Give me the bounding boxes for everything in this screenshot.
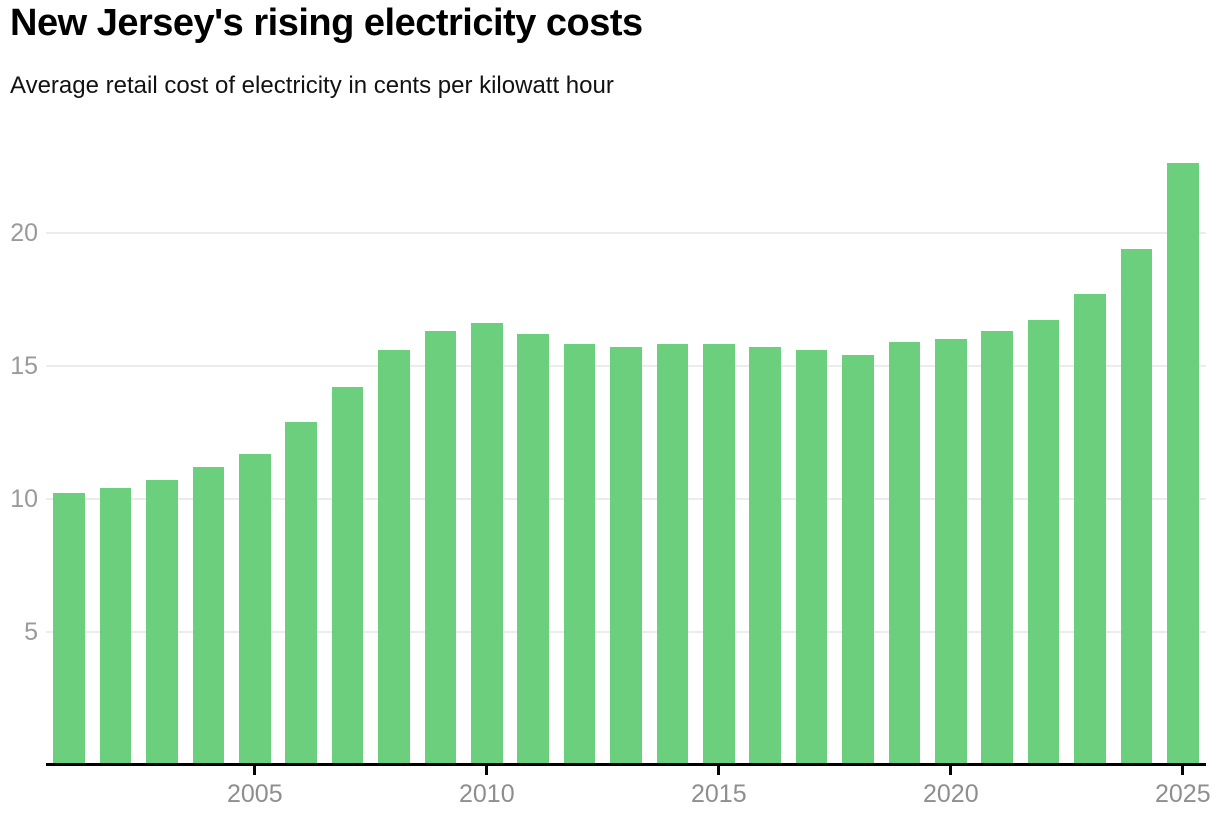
bar-2012[interactable] [563,344,596,765]
x-tick-label-2020: 2020 [922,780,979,808]
x-tick-label-2015: 2015 [690,780,747,808]
bar-2011[interactable] [517,333,549,765]
plot-area [46,150,1206,766]
bar-2009[interactable] [424,331,457,765]
bar-2024[interactable] [1120,248,1153,765]
bar-2021[interactable] [981,331,1013,765]
bar-2003[interactable] [146,480,178,765]
bar-2008[interactable] [378,349,410,765]
bar-2001[interactable] [53,493,85,765]
bar-2013[interactable] [610,347,642,765]
bar-2025[interactable] [1167,163,1199,765]
gridline-20 [46,231,1206,234]
x-tick-label-2005: 2005 [226,780,283,808]
bar-2022[interactable] [1027,320,1060,765]
x-tick-mark-2025 [1181,766,1185,775]
bar-2005[interactable] [239,453,271,765]
bar-2017[interactable] [795,349,828,765]
bar-2014[interactable] [656,344,689,765]
y-tick-label-10: 10 [10,484,38,513]
bar-2007[interactable] [331,386,364,765]
bar-2006[interactable] [285,421,317,765]
y-tick-label-15: 15 [10,351,38,380]
chart-title: New Jersey's rising electricity costs [10,2,643,44]
x-tick-mark-2005 [253,766,257,775]
x-tick-mark-2010 [485,766,489,775]
bar-2019[interactable] [888,341,921,765]
bar-2023[interactable] [1074,293,1106,765]
x-axis-line [46,763,1206,766]
x-tick-mark-2015 [717,766,721,775]
bar-2016[interactable] [749,347,781,765]
bar-2010[interactable] [471,323,503,765]
x-tick-label-2025: 2025 [1154,780,1211,808]
chart-subtitle: Average retail cost of electricity in ce… [10,72,614,99]
bar-2015[interactable] [703,344,735,765]
x-tick-mark-2020 [949,766,953,775]
bar-2018[interactable] [842,355,874,765]
bar-2004[interactable] [192,466,225,765]
x-tick-label-2010: 2010 [458,780,515,808]
y-tick-label-20: 20 [10,218,38,247]
y-tick-label-5: 5 [24,617,38,646]
bar-2002[interactable] [99,488,132,765]
bar-2020[interactable] [935,339,967,765]
